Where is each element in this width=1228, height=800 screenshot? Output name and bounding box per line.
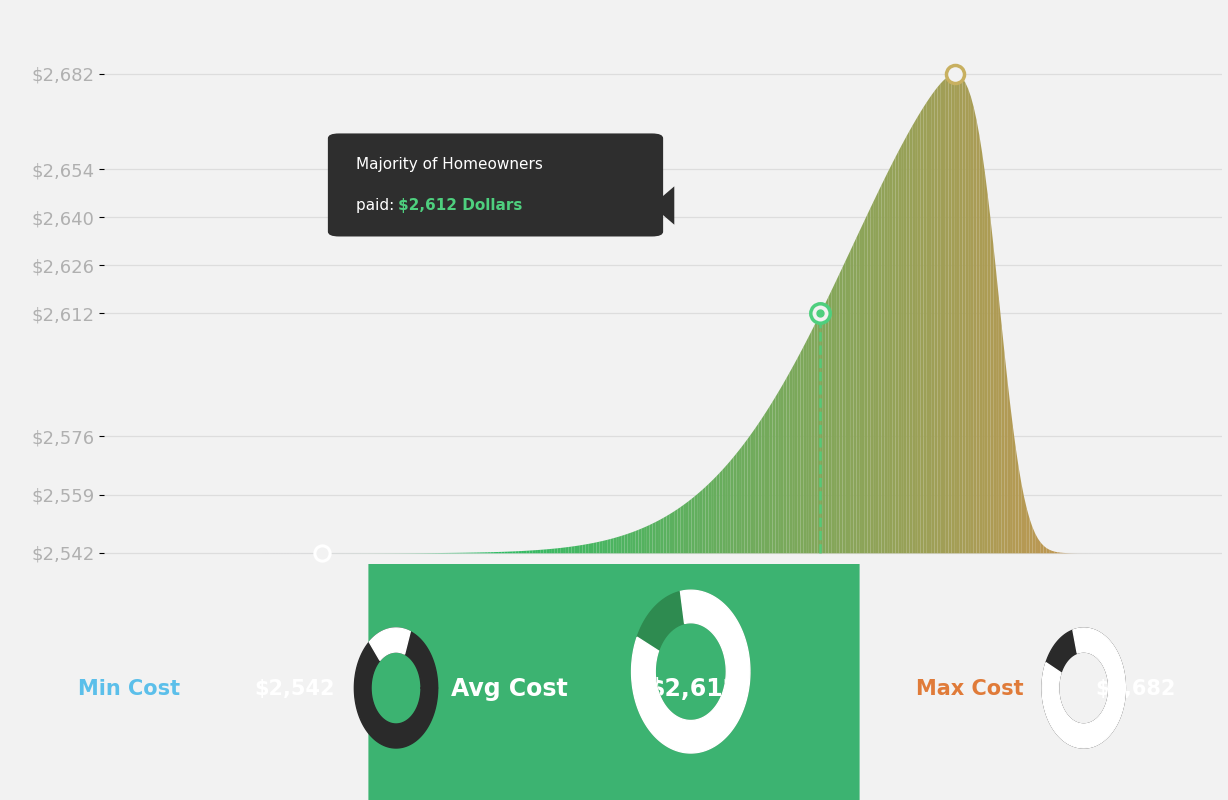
FancyBboxPatch shape	[328, 134, 663, 237]
Polygon shape	[631, 590, 750, 753]
Polygon shape	[652, 186, 674, 225]
FancyBboxPatch shape	[368, 527, 860, 800]
Text: Min Cost: Min Cost	[77, 679, 181, 699]
Polygon shape	[1043, 628, 1125, 748]
Polygon shape	[631, 590, 750, 753]
Text: Avg Cost: Avg Cost	[451, 677, 569, 701]
Text: $2,612: $2,612	[648, 677, 739, 701]
Polygon shape	[370, 628, 410, 661]
Polygon shape	[1043, 628, 1125, 748]
Polygon shape	[355, 628, 437, 748]
Text: $2,612 Dollars: $2,612 Dollars	[398, 198, 523, 213]
Text: Majority of Homeowners: Majority of Homeowners	[356, 157, 543, 172]
Text: Max Cost: Max Cost	[916, 679, 1024, 699]
Text: paid:: paid:	[356, 198, 399, 213]
Text: $2,542: $2,542	[254, 679, 335, 699]
Text: $2,682: $2,682	[1095, 679, 1176, 699]
